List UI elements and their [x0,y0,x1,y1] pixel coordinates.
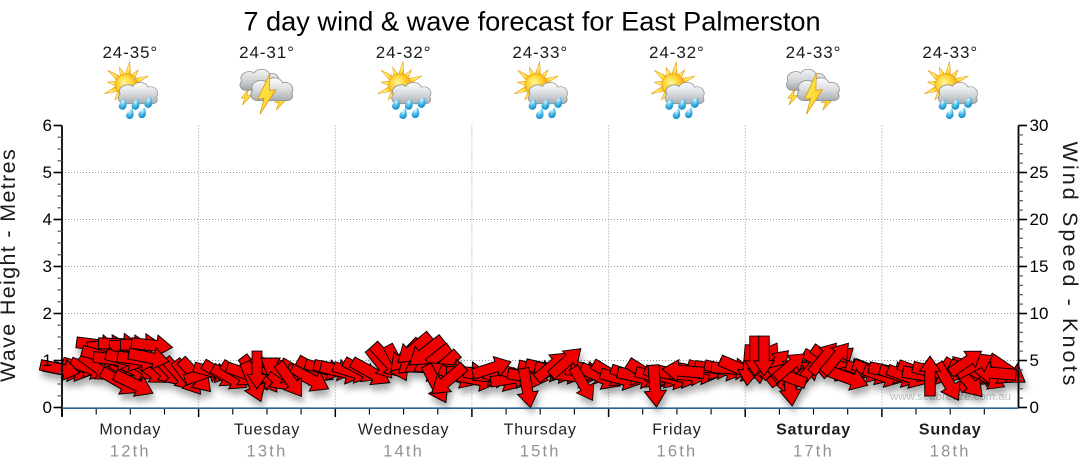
svg-text:30: 30 [1030,116,1049,135]
svg-text:Tuesday: Tuesday [234,422,300,439]
svg-text:24-32°: 24-32° [376,43,432,62]
svg-text:24-32°: 24-32° [649,43,705,62]
svg-text:Sunday: Sunday [919,422,982,439]
svg-text:24-33°: 24-33° [922,43,978,62]
svg-text:7 day wind & wave forecast for: 7 day wind & wave forecast for East Palm… [243,6,820,37]
svg-text:24-33°: 24-33° [512,43,568,62]
svg-text:3: 3 [43,257,52,276]
svg-text:16th: 16th [656,443,697,461]
svg-text:25: 25 [1030,163,1049,182]
svg-text:0: 0 [1030,398,1039,417]
svg-text:Friday: Friday [652,422,701,439]
svg-text:4: 4 [43,210,52,229]
svg-text:15: 15 [1030,257,1049,276]
svg-text:Wave Height - Metres: Wave Height - Metres [0,148,20,382]
svg-text:5: 5 [1030,351,1039,370]
svg-text:2: 2 [43,304,52,323]
svg-text:6: 6 [43,116,52,135]
svg-text:14th: 14th [383,443,424,461]
svg-text:13th: 13th [247,443,288,461]
svg-text:1: 1 [43,351,52,370]
svg-text:24-33°: 24-33° [786,43,842,62]
svg-text:Monday: Monday [99,422,161,439]
svg-text:24-35°: 24-35° [102,43,158,62]
svg-text:Wednesday: Wednesday [358,422,449,439]
svg-text:0: 0 [43,398,52,417]
svg-text:20: 20 [1030,210,1049,229]
svg-text:12th: 12th [110,443,151,461]
svg-text:24-31°: 24-31° [239,43,295,62]
svg-text:Wind Speed - Knots: Wind Speed - Knots [1058,141,1080,388]
svg-text:18th: 18th [930,443,971,461]
svg-text:10: 10 [1030,304,1049,323]
svg-text:15th: 15th [520,443,561,461]
svg-text:17th: 17th [793,443,834,461]
svg-text:Thursday: Thursday [504,422,577,439]
svg-text:5: 5 [43,163,52,182]
svg-text:Saturday: Saturday [776,422,851,439]
